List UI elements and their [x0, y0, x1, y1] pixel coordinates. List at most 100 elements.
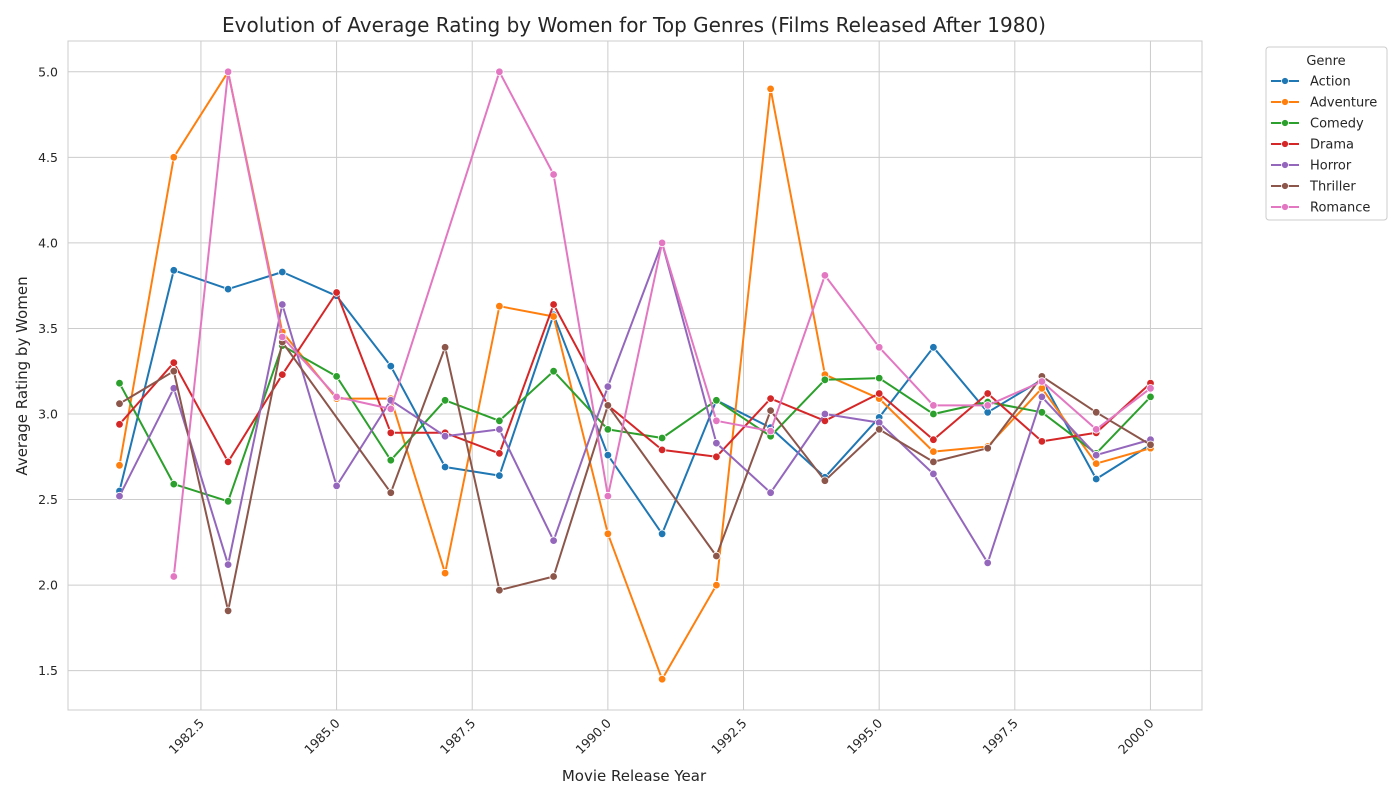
- legend-box: [1265, 46, 1388, 221]
- data-point-action: [386, 361, 395, 371]
- data-point-comedy: [603, 425, 613, 434]
- data-point-comedy: [169, 479, 178, 489]
- x-tick-label: 1992.5: [708, 716, 750, 758]
- legend-item-drama: Drama: [1271, 138, 1354, 153]
- data-point-romance: [712, 416, 721, 425]
- legend-label: Drama: [1310, 138, 1354, 153]
- y-axis-ticks: 1.5 2.0 2.5 3.0 3.5 4.0 4.5 5.0: [38, 64, 58, 678]
- legend-swatch-marker: [1281, 119, 1289, 127]
- data-point-horror: [332, 481, 341, 491]
- data-point-romance: [766, 426, 775, 436]
- legend-item-adventure: Adventure: [1271, 96, 1377, 111]
- data-point-comedy: [115, 379, 124, 388]
- data-point-drama: [929, 435, 938, 444]
- grid-lines: [68, 41, 1202, 710]
- data-point-comedy: [657, 433, 667, 443]
- data-point-horror: [929, 469, 938, 479]
- legend-label: Romance: [1310, 201, 1370, 216]
- x-tick-label: 1982.5: [166, 716, 208, 758]
- data-point-adventure: [169, 153, 178, 162]
- data-point-comedy: [386, 456, 395, 465]
- legend: Genre Action Adventure Comedy Drama Horror Th…: [1265, 46, 1388, 221]
- data-point-action: [278, 267, 287, 277]
- y-tick-label: 5.0: [38, 64, 58, 79]
- data-point-horror: [1091, 450, 1101, 460]
- data-point-comedy: [1146, 392, 1155, 402]
- x-tick-label: 1990.0: [572, 715, 614, 757]
- data-point-comedy: [495, 416, 504, 425]
- series-thriller: [115, 337, 1155, 615]
- data-point-romance: [929, 401, 938, 410]
- data-point-thriller: [115, 399, 124, 408]
- series-line-drama: [118, 291, 1152, 463]
- data-point-horror: [766, 488, 775, 497]
- data-point-horror: [115, 491, 124, 501]
- y-tick-label: 3.5: [38, 321, 58, 336]
- legend-title: Genre: [1306, 54, 1345, 69]
- data-point-horror: [440, 432, 450, 441]
- x-tick-label: 1997.5: [979, 716, 1021, 758]
- data-point-horror: [549, 536, 558, 545]
- data-point-adventure: [766, 84, 775, 94]
- data-point-adventure: [495, 302, 504, 311]
- data-point-drama: [983, 389, 992, 398]
- series-horror: [115, 238, 1155, 569]
- data-point-romance: [1037, 377, 1047, 386]
- legend-label: Adventure: [1310, 96, 1377, 111]
- x-tick-label: 1985.0: [301, 715, 343, 757]
- chart-title: Evolution of Average Rating by Women for…: [222, 13, 1046, 37]
- data-point-drama: [332, 288, 341, 297]
- data-point-drama: [766, 394, 775, 403]
- data-point-action: [603, 450, 613, 460]
- plot-area-frame: [67, 40, 1203, 711]
- data-point-action: [1091, 474, 1101, 484]
- data-point-thriller: [495, 586, 504, 595]
- data-point-adventure: [603, 529, 613, 538]
- y-tick-label: 2.0: [38, 578, 58, 593]
- data-point-comedy: [820, 375, 830, 384]
- data-point-comedy: [712, 396, 721, 405]
- data-point-drama: [549, 300, 558, 309]
- data-point-thriller: [1146, 440, 1155, 449]
- data-point-action: [929, 343, 938, 352]
- data-point-horror: [603, 382, 613, 391]
- data-point-romance: [603, 491, 613, 501]
- data-point-adventure: [440, 568, 450, 578]
- y-tick-label: 4.5: [38, 150, 58, 165]
- data-point-romance: [169, 572, 178, 581]
- data-point-comedy: [1037, 408, 1047, 417]
- data-point-action: [223, 284, 233, 294]
- data-point-romance: [657, 238, 667, 248]
- data-point-romance: [1146, 384, 1155, 393]
- data-point-thriller: [440, 343, 450, 352]
- series-romance: [169, 67, 1155, 581]
- data-point-horror: [820, 409, 830, 419]
- series-line-horror: [118, 241, 1151, 566]
- data-point-romance: [386, 404, 395, 414]
- data-point-horror: [983, 558, 992, 568]
- data-point-romance: [549, 170, 558, 179]
- series-adventure: [115, 67, 1155, 684]
- data-point-thriller: [929, 457, 938, 467]
- data-point-thriller: [1091, 408, 1101, 417]
- series-line-adventure: [118, 70, 1151, 681]
- data-point-comedy: [440, 396, 450, 405]
- data-point-drama: [386, 428, 395, 437]
- data-point-comedy: [549, 367, 558, 376]
- y-tick-label: 2.5: [38, 492, 58, 507]
- data-point-adventure: [712, 580, 721, 590]
- legend-label: Comedy: [1310, 117, 1364, 132]
- data-point-romance: [278, 332, 287, 342]
- legend-label: Action: [1310, 75, 1351, 90]
- data-point-thriller: [169, 367, 178, 376]
- y-tick-label: 4.0: [38, 235, 58, 250]
- x-tick-label: 2000.0: [1115, 715, 1157, 757]
- data-point-drama: [1037, 437, 1047, 446]
- x-axis-ticks: 1982.5 1985.0 1987.5 1990.0 1992.5 1995.0 1997…: [166, 715, 1157, 757]
- data-point-thriller: [875, 425, 884, 434]
- data-point-drama: [223, 457, 233, 467]
- series-line-thriller: [118, 341, 1152, 612]
- data-point-romance: [983, 401, 992, 410]
